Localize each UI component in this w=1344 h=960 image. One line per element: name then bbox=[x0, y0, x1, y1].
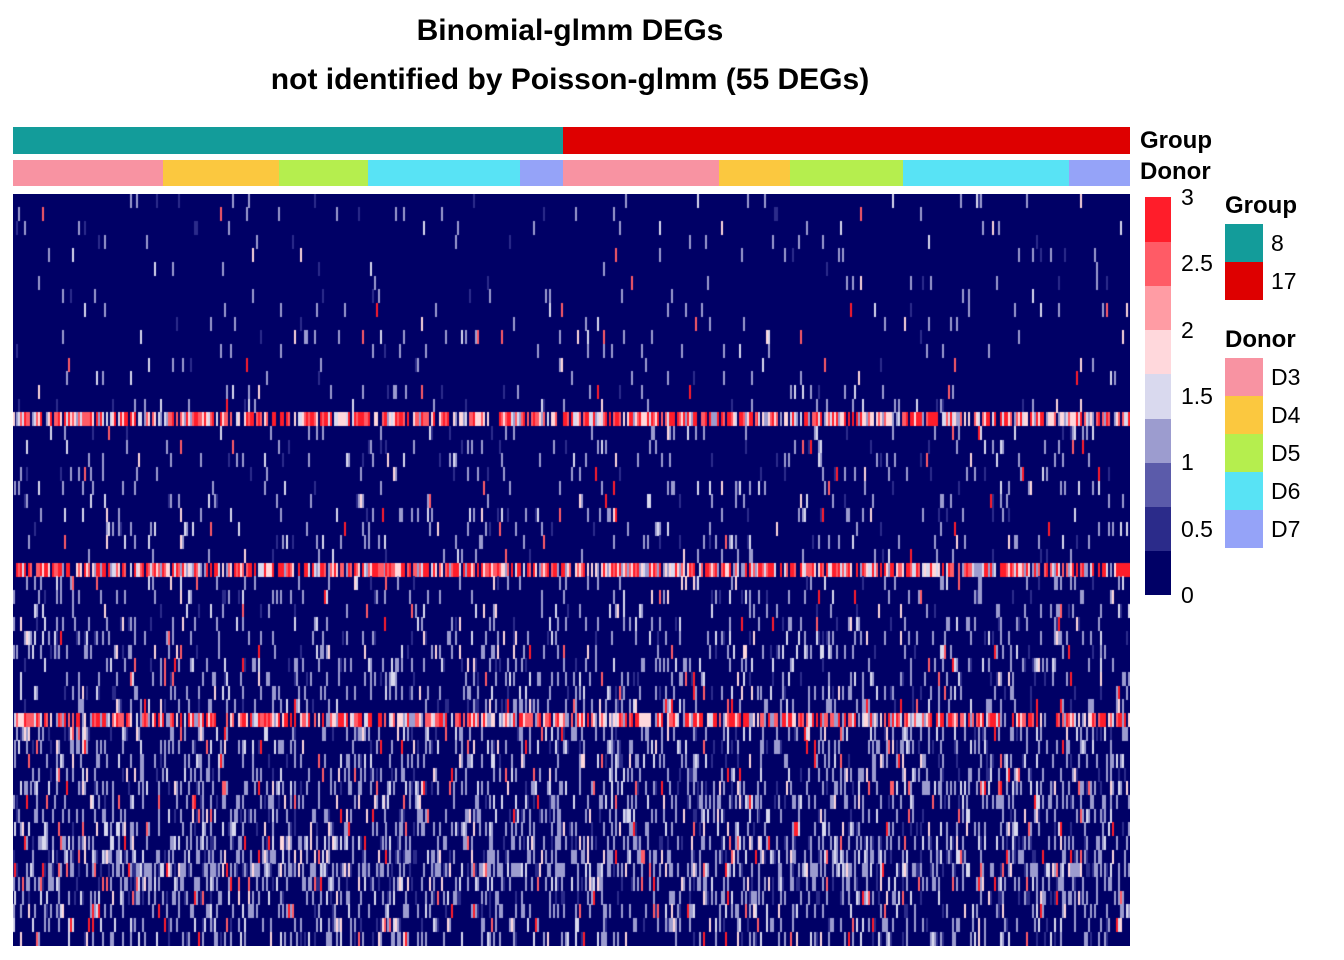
chart-title-line2: not identified by Poisson-glmm (55 DEGs) bbox=[270, 63, 870, 96]
donor-annotation-bar bbox=[13, 160, 1130, 186]
colorbar-step bbox=[1145, 506, 1171, 552]
donor-segment-8-d5 bbox=[279, 160, 368, 186]
group-legend-item: 17 bbox=[1225, 262, 1335, 300]
donor-legend-label: D4 bbox=[1271, 402, 1301, 428]
donor-legend-item: D7 bbox=[1225, 510, 1335, 548]
colorbar bbox=[1145, 197, 1171, 596]
donor-segment-8-d7 bbox=[520, 160, 563, 186]
donor-legend-item: D5 bbox=[1225, 434, 1335, 472]
donor-legend-label: D6 bbox=[1271, 478, 1301, 504]
donor-segment-17-d7 bbox=[1069, 160, 1130, 186]
group-annotation-label: Group bbox=[1140, 127, 1212, 154]
group-annotation-bar bbox=[13, 127, 1130, 154]
colorbar-step bbox=[1145, 285, 1171, 331]
colorbar-step bbox=[1145, 550, 1171, 596]
donor-legend-swatch bbox=[1225, 358, 1263, 396]
colorbar-step bbox=[1145, 418, 1171, 463]
donor-segment-8-d4 bbox=[163, 160, 279, 186]
colorbar-step bbox=[1145, 462, 1171, 508]
group-legend-swatch bbox=[1225, 224, 1263, 262]
colorbar-tick-label: 1 bbox=[1181, 449, 1194, 476]
donor-legend-item: D6 bbox=[1225, 472, 1335, 510]
group-legend-swatch bbox=[1225, 262, 1263, 300]
colorbar-step bbox=[1145, 241, 1171, 286]
donor-segment-8-d3 bbox=[13, 160, 163, 186]
donor-legend-label: D5 bbox=[1271, 440, 1301, 466]
donor-legend-title: Donor bbox=[1225, 326, 1296, 353]
donor-legend-label: D7 bbox=[1271, 516, 1301, 542]
chart-title-line1: Binomial-glmm DEGs bbox=[416, 14, 724, 47]
group-segment-8 bbox=[13, 127, 563, 154]
group-legend-title: Group bbox=[1225, 192, 1297, 219]
donor-segment-8-d6 bbox=[368, 160, 520, 186]
group-legend-label: 17 bbox=[1271, 268, 1297, 294]
donor-segment-17-d5 bbox=[790, 160, 903, 186]
colorbar-step bbox=[1145, 329, 1171, 375]
donor-legend-item: D3 bbox=[1225, 358, 1335, 396]
donor-legend-swatch bbox=[1225, 434, 1263, 472]
colorbar-tick-label: 0 bbox=[1181, 582, 1194, 608]
donor-segment-17-d3 bbox=[563, 160, 719, 186]
donor-legend-swatch bbox=[1225, 472, 1263, 510]
group-legend-label: 8 bbox=[1271, 230, 1284, 256]
donor-legend-label: D3 bbox=[1271, 364, 1301, 390]
donor-segment-17-d6 bbox=[903, 160, 1069, 186]
colorbar-step bbox=[1145, 373, 1171, 419]
donor-segment-17-d4 bbox=[719, 160, 790, 186]
heatmap-canvas bbox=[13, 194, 1130, 946]
colorbar-tick-label: 2.5 bbox=[1181, 250, 1213, 277]
donor-legend-swatch bbox=[1225, 396, 1263, 434]
colorbar-tick-label: 1.5 bbox=[1181, 383, 1213, 409]
donor-annotation-label: Donor bbox=[1140, 158, 1211, 185]
group-segment-17 bbox=[563, 127, 1130, 154]
group-legend-item: 8 bbox=[1225, 224, 1335, 262]
colorbar-step bbox=[1145, 197, 1171, 242]
colorbar-tick-label: 3 bbox=[1181, 184, 1194, 210]
colorbar-tick-label: 2 bbox=[1181, 316, 1194, 343]
donor-legend-swatch bbox=[1225, 510, 1263, 548]
donor-legend-item: D4 bbox=[1225, 396, 1335, 434]
colorbar-tick-label: 0.5 bbox=[1181, 515, 1213, 542]
